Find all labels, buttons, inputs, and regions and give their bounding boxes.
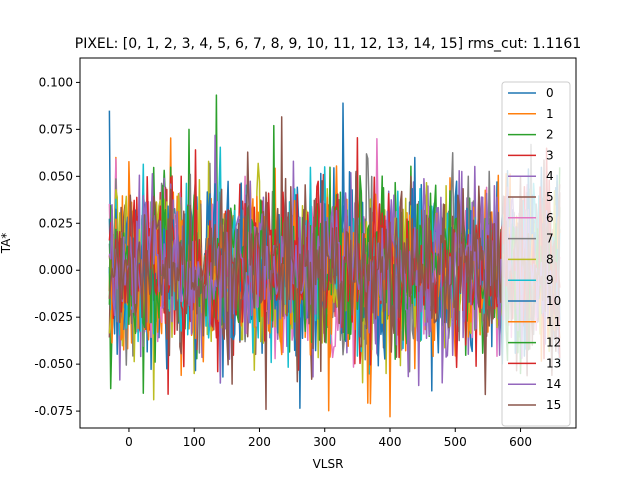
x-tick-label: 400 (379, 435, 402, 449)
y-tick-label: -0.025 (34, 310, 73, 324)
series-line-15 (108, 151, 561, 383)
x-tick-label: 200 (248, 435, 271, 449)
y-tick-label: 0.025 (39, 216, 73, 230)
legend-label-10: 10 (546, 294, 561, 308)
legend-label-12: 12 (546, 336, 561, 350)
y-tick-label: 0.000 (39, 263, 73, 277)
legend-label-6: 6 (546, 211, 554, 225)
legend-label-8: 8 (546, 252, 554, 266)
y-axis-label: TA* (0, 233, 13, 255)
series-layer (108, 94, 561, 418)
x-tick-label: 600 (509, 435, 532, 449)
x-tick-label: 500 (444, 435, 467, 449)
chart-title: PIXEL: [0, 1, 2, 3, 4, 5, 6, 7, 8, 9, 10… (75, 36, 581, 52)
y-axis: -0.075 -0.050 -0.025 0.000 0.025 0.050 0.075 0.… (34, 75, 80, 418)
legend-label-3: 3 (546, 148, 554, 162)
x-tick-label: 100 (183, 435, 206, 449)
legend-label-13: 13 (546, 356, 561, 370)
legend-label-4: 4 (546, 169, 554, 183)
y-tick-label: 0.075 (39, 122, 73, 136)
legend-label-1: 1 (546, 107, 554, 121)
legend-label-0: 0 (546, 86, 554, 100)
legend-label-7: 7 (546, 232, 554, 246)
legend-label-11: 11 (546, 315, 561, 329)
legend-label-14: 14 (546, 377, 561, 391)
legend-box (501, 81, 571, 427)
y-tick-label: -0.075 (34, 404, 73, 418)
x-axis-label: VLSR (313, 457, 344, 471)
legend-label-15: 15 (546, 398, 561, 412)
y-tick-label: 0.100 (39, 75, 73, 89)
legend-label-9: 9 (546, 273, 554, 287)
legend-label-2: 2 (546, 128, 554, 142)
plot-frame (79, 57, 577, 429)
y-tick-label: 0.050 (39, 169, 73, 183)
y-tick-label: -0.050 (34, 357, 73, 371)
x-tick-label: 0 (125, 435, 133, 449)
legend-label-5: 5 (546, 190, 554, 204)
x-tick-label: 300 (313, 435, 336, 449)
x-axis: 0 100 200 300 400 500 600 (125, 428, 532, 449)
